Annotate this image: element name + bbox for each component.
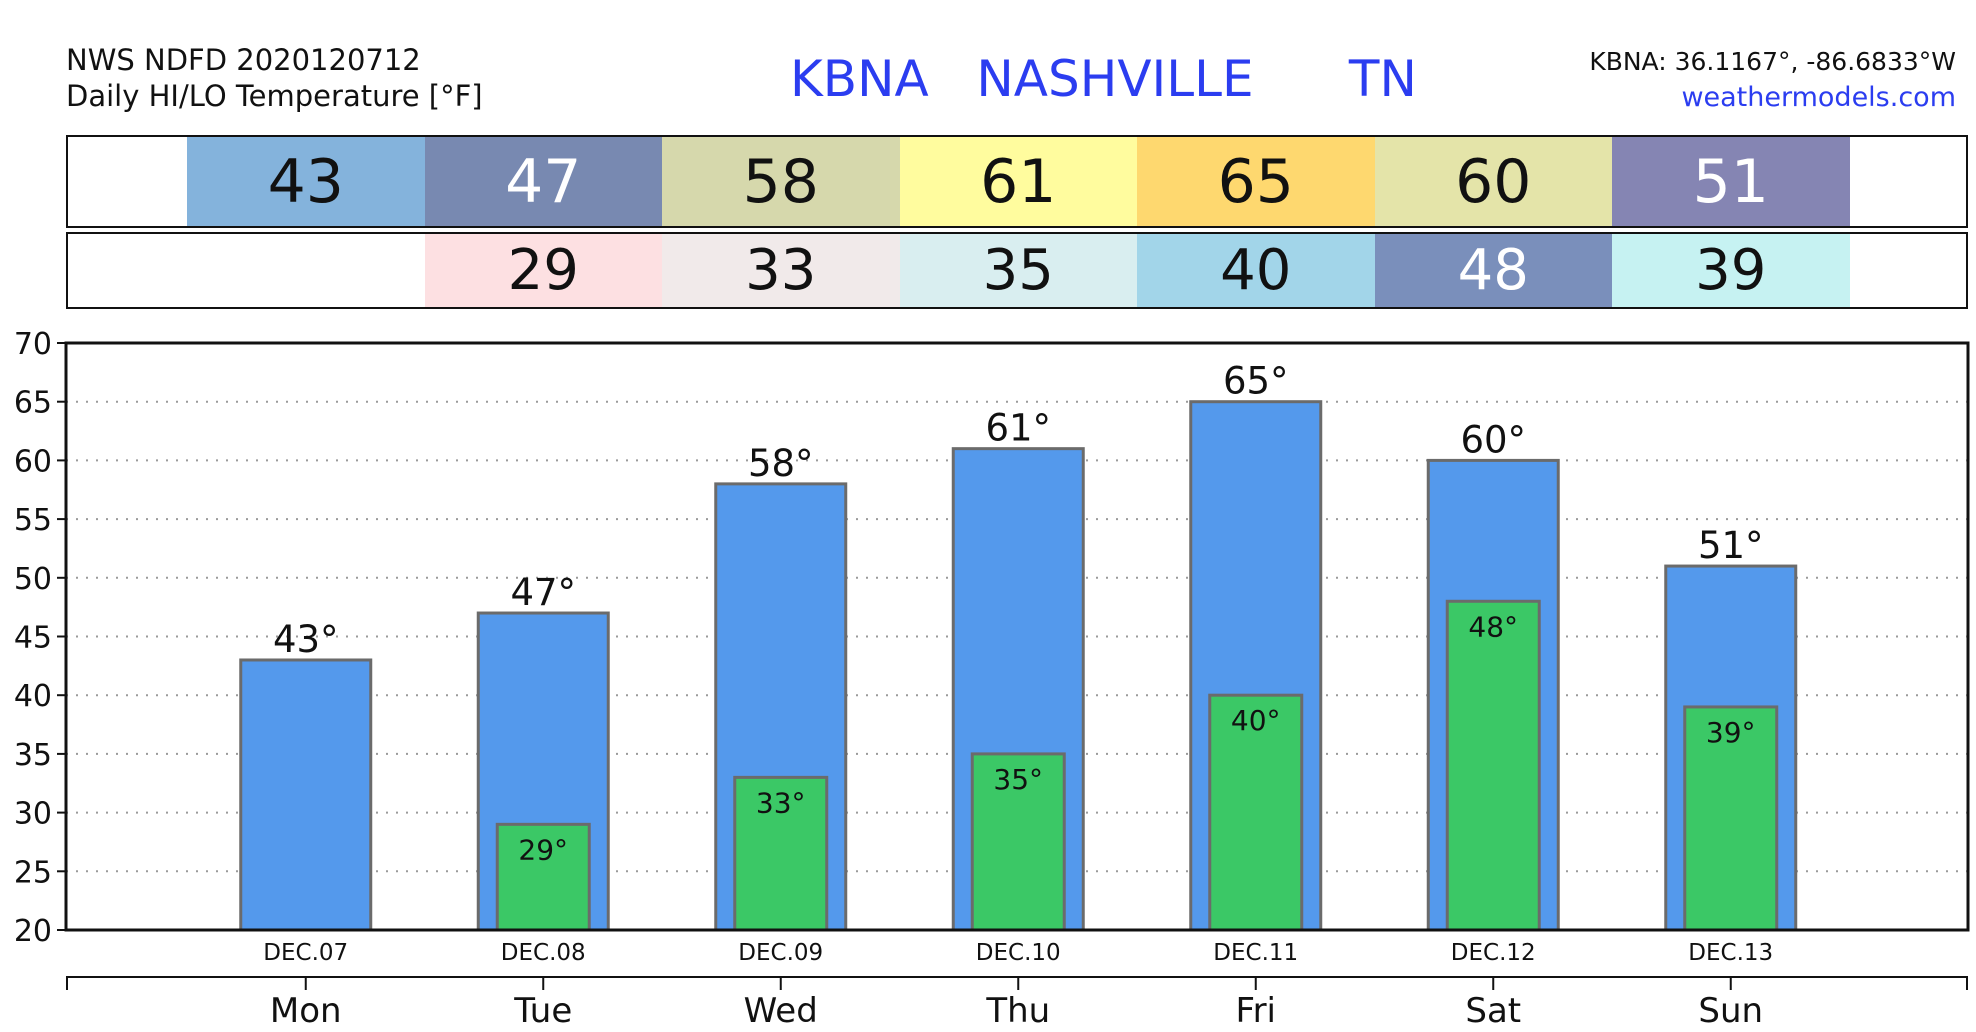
hi-bar-label: 61° xyxy=(985,407,1051,450)
x-tick-label: DEC.12 xyxy=(1451,940,1536,966)
y-tick-label: 40 xyxy=(14,679,52,714)
day-label: Sun xyxy=(1698,991,1763,1031)
station-coords: KBNA: 36.1167°, -86.6833°W xyxy=(1589,47,1956,76)
product-label: Daily HI/LO Temperature [°F] xyxy=(66,79,483,113)
y-tick-label: 65 xyxy=(14,386,52,421)
y-tick-label: 45 xyxy=(14,621,52,656)
lo-bar xyxy=(1445,599,1541,932)
hi-band-cell-sat: 60 xyxy=(1374,137,1612,226)
lo-band-cell-tue: 29 xyxy=(424,234,662,307)
hi-bar-label: 58° xyxy=(748,442,814,485)
lo-band-cell-mon xyxy=(187,234,425,307)
lo-band-cell-fri: 40 xyxy=(1137,234,1375,307)
lo-bar-label: 35° xyxy=(993,763,1043,796)
hi-bar xyxy=(239,658,373,932)
x-tick-label: DEC.08 xyxy=(501,940,586,966)
day-label: Fri xyxy=(1235,991,1276,1031)
lo-band-cell-thu: 35 xyxy=(899,234,1137,307)
hi-band-cell-thu: 61 xyxy=(899,137,1137,226)
x-tick-label: DEC.07 xyxy=(263,940,348,966)
y-tick-label: 35 xyxy=(14,738,52,773)
lo-bar-label: 39° xyxy=(1706,716,1756,749)
hi-bar-label: 47° xyxy=(510,571,576,614)
lo-bar xyxy=(970,752,1066,932)
day-label: Wed xyxy=(744,991,818,1031)
lo-bar xyxy=(1208,693,1304,932)
day-label: Mon xyxy=(270,991,342,1031)
x-tick-label: DEC.10 xyxy=(976,940,1061,966)
hi-bar-label: 43° xyxy=(273,618,339,661)
hi-band-cell-mon: 43 xyxy=(187,137,425,226)
station-title: KBNA NASHVILLE TN xyxy=(790,50,1417,108)
hi-band-cell-fri: 65 xyxy=(1137,137,1375,226)
y-tick-label: 55 xyxy=(14,503,52,538)
lo-band-cell-wed: 33 xyxy=(662,234,900,307)
lo-bar xyxy=(1683,705,1779,932)
y-tick-label: 25 xyxy=(14,855,52,890)
day-label: Tue xyxy=(513,991,572,1031)
hi-bar-label: 65° xyxy=(1223,360,1289,403)
lo-temperature-band: 29 33 35 40 48 39 xyxy=(66,232,1968,309)
day-label: Thu xyxy=(985,991,1050,1031)
lo-bar-label: 48° xyxy=(1468,610,1518,643)
lo-bar-label: 33° xyxy=(756,786,806,819)
hi-band-cell-tue: 47 xyxy=(424,137,662,226)
lo-bar-label: 40° xyxy=(1231,704,1281,737)
hi-band-cell-wed: 58 xyxy=(662,137,900,226)
hi-bar-label: 60° xyxy=(1460,418,1526,461)
x-tick-label: DEC.09 xyxy=(738,940,823,966)
lo-bar xyxy=(495,822,591,932)
y-tick-label: 60 xyxy=(14,444,52,479)
day-label: Sat xyxy=(1465,991,1521,1031)
lo-bar-label: 29° xyxy=(518,833,568,866)
hi-temperature-band: 43 47 58 61 65 60 51 xyxy=(66,135,1968,228)
chart-header-left: NWS NDFD 2020120712 Daily HI/LO Temperat… xyxy=(66,42,483,114)
plot-frame xyxy=(64,341,1970,932)
y-tick-label: 20 xyxy=(14,914,52,949)
lo-band-cell-sat: 48 xyxy=(1374,234,1612,307)
x-tick-label: DEC.11 xyxy=(1213,940,1298,966)
chart-header-right: KBNA: 36.1167°, -86.6833°W weathermodels… xyxy=(1589,44,1956,116)
y-tick-label: 30 xyxy=(14,797,52,832)
x-tick-label: DEC.13 xyxy=(1688,940,1773,966)
hi-bar-label: 51° xyxy=(1698,524,1764,567)
y-tick-label: 70 xyxy=(14,327,52,362)
y-tick-label: 50 xyxy=(14,562,52,597)
source-label: NWS NDFD 2020120712 xyxy=(66,43,421,77)
hi-band-cell-sun: 51 xyxy=(1612,137,1850,226)
site-link[interactable]: weathermodels.com xyxy=(1681,82,1956,113)
lo-band-cell-sun: 39 xyxy=(1612,234,1850,307)
